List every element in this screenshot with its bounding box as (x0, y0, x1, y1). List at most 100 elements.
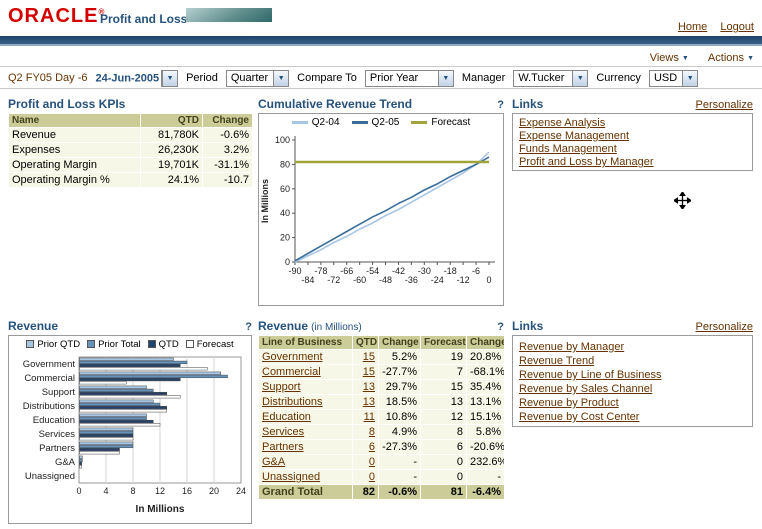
lob-link[interactable]: Unassigned (262, 471, 321, 483)
lob-cell: Commercial (258, 364, 353, 380)
forecast-change-cell: 13.1% (466, 394, 505, 410)
svg-text:-66: -66 (340, 266, 353, 276)
svg-text:8: 8 (130, 486, 135, 496)
link-item: Revenue by Product (519, 396, 746, 410)
lob-link[interactable]: Support (262, 381, 301, 393)
qtd-link[interactable]: 11 (363, 411, 375, 423)
lob-link[interactable]: Services (262, 426, 305, 438)
qtd-cell: 15 (352, 364, 379, 380)
qtd-cell: 8 (352, 424, 379, 440)
trend-chart-title: Cumulative Revenue Trend (258, 97, 413, 111)
qtd-cell: 0 (352, 469, 379, 485)
oracle-logo-text: ORACLE (8, 5, 99, 27)
quick-link[interactable]: Revenue by Sales Channel (519, 383, 653, 395)
logout-link[interactable]: Logout (720, 21, 754, 33)
svg-text:-54: -54 (366, 266, 379, 276)
kpi-row: Revenue 81,780K -0.6% (8, 127, 253, 143)
compare-to-select[interactable]: Prior Year ▼ (364, 69, 454, 87)
currency-select[interactable]: USD ▼ (648, 69, 699, 87)
legend-label: Forecast (431, 116, 471, 128)
svg-text:-60: -60 (353, 275, 366, 285)
dropdown-arrow-icon[interactable]: ▼ (273, 70, 289, 86)
personalize-link[interactable]: Personalize (695, 99, 753, 111)
lob-link[interactable]: Partners (262, 441, 304, 453)
forecast-cell: 15 (420, 379, 467, 395)
forecast-cell: 6 (420, 439, 467, 455)
grand-total-cell: -0.6% (378, 484, 421, 500)
qtd-link[interactable]: 0 (368, 456, 375, 468)
qtd-change-cell: - (378, 454, 421, 470)
legend-swatch (411, 120, 428, 124)
manager-select[interactable]: W.Tucker ▼ (513, 69, 589, 87)
kpi-table: Name QTD Change Revenue 81,780K -0.6% Expen… (8, 113, 253, 188)
revenue-table-title-note: (in Millions) (311, 322, 362, 333)
date-dropdown-arrow-icon[interactable]: ▼ (162, 70, 178, 86)
views-menu[interactable]: Views ▼ (650, 52, 689, 64)
svg-text:Government: Government (23, 359, 76, 370)
kpi-name: Operating Margin % (8, 172, 141, 188)
page-title: Profit and Loss (100, 12, 188, 26)
quick-link[interactable]: Revenue by Product (519, 397, 619, 409)
help-icon[interactable]: ? (245, 321, 252, 333)
qtd-link[interactable]: 8 (368, 426, 375, 438)
trend-section-header: Cumulative Revenue Trend ? (258, 97, 504, 111)
lob-cell: Government (258, 349, 353, 365)
revenue-row: Distributions 13 18.5% 13 13.1% (258, 394, 505, 410)
qtd-link[interactable]: 13 (362, 396, 375, 408)
forecast-cell: 19 (420, 349, 467, 365)
help-icon[interactable]: ? (497, 99, 504, 111)
col-change: Change (378, 335, 421, 350)
period-select[interactable]: Quarter ▼ (225, 69, 290, 87)
kpi-qtd: 24.1% (140, 172, 203, 188)
lob-cell: Unassigned (258, 469, 353, 485)
legend-swatch (351, 120, 368, 124)
qtd-link[interactable]: 15 (362, 351, 375, 363)
qtd-change-cell: -27.7% (378, 364, 421, 380)
home-link[interactable]: Home (677, 21, 708, 33)
quick-link[interactable]: Expense Management (519, 130, 630, 142)
quick-link[interactable]: Funds Management (519, 143, 617, 155)
lob-link[interactable]: Distributions (262, 396, 323, 408)
views-actions-bar: Views ▼ Actions ▼ (634, 52, 754, 64)
quick-link[interactable]: Expense Analysis (519, 117, 606, 129)
qtd-link[interactable]: 13 (362, 381, 375, 393)
manager-label: Manager (461, 72, 506, 84)
svg-text:Education: Education (33, 415, 75, 426)
currency-label: Currency (596, 72, 641, 84)
qtd-cell: 11 (352, 409, 379, 425)
col-forecast-change: Change (466, 335, 505, 350)
quick-link[interactable]: Profit and Loss by Manager (519, 156, 654, 168)
help-icon[interactable]: ? (497, 321, 504, 333)
svg-text:-90: -90 (288, 266, 301, 276)
qtd-link[interactable]: 6 (368, 441, 375, 453)
dropdown-arrow-icon[interactable]: ▼ (572, 70, 588, 86)
lob-cell: Services (258, 424, 353, 440)
qtd-link[interactable]: 0 (368, 471, 375, 483)
quick-link[interactable]: Revenue by Cost Center (519, 411, 640, 423)
kpi-qtd: 26,230K (140, 142, 203, 158)
actions-menu[interactable]: Actions ▼ (708, 52, 754, 64)
quick-link[interactable]: Revenue Trend (519, 355, 595, 367)
dropdown-arrow-icon[interactable]: ▼ (682, 70, 698, 86)
links-title: Links (512, 319, 544, 333)
personalize-link[interactable]: Personalize (695, 321, 753, 333)
grand-total-cell: 81 (420, 484, 467, 500)
revenue-header-row: Line of Business QTD Change Forecast Cha… (258, 335, 505, 350)
dropdown-arrow-icon[interactable]: ▼ (437, 70, 453, 86)
date-picker[interactable]: 24-Jun-2005 ▼ (95, 69, 179, 87)
legend-item: Q2-04 (291, 117, 340, 128)
kpi-section-title: Profit and Loss KPIs (8, 97, 126, 111)
quick-link[interactable]: Revenue by Line of Business (519, 369, 662, 381)
svg-text:Partners: Partners (39, 443, 75, 454)
lob-link[interactable]: G&A (262, 456, 286, 468)
kpi-col-qtd: QTD (140, 113, 203, 128)
revenue-row: Education 11 10.8% 12 15.1% (258, 409, 505, 425)
forecast-cell: 13 (420, 394, 467, 410)
lob-link[interactable]: Commercial (262, 366, 321, 378)
quick-link[interactable]: Revenue by Manager (519, 341, 625, 353)
lob-link[interactable]: Education (262, 411, 311, 423)
move-cursor-icon (672, 190, 693, 212)
lob-link[interactable]: Government (262, 351, 323, 363)
legend-item: Q2-05 (351, 117, 399, 128)
qtd-link[interactable]: 15 (362, 366, 375, 378)
